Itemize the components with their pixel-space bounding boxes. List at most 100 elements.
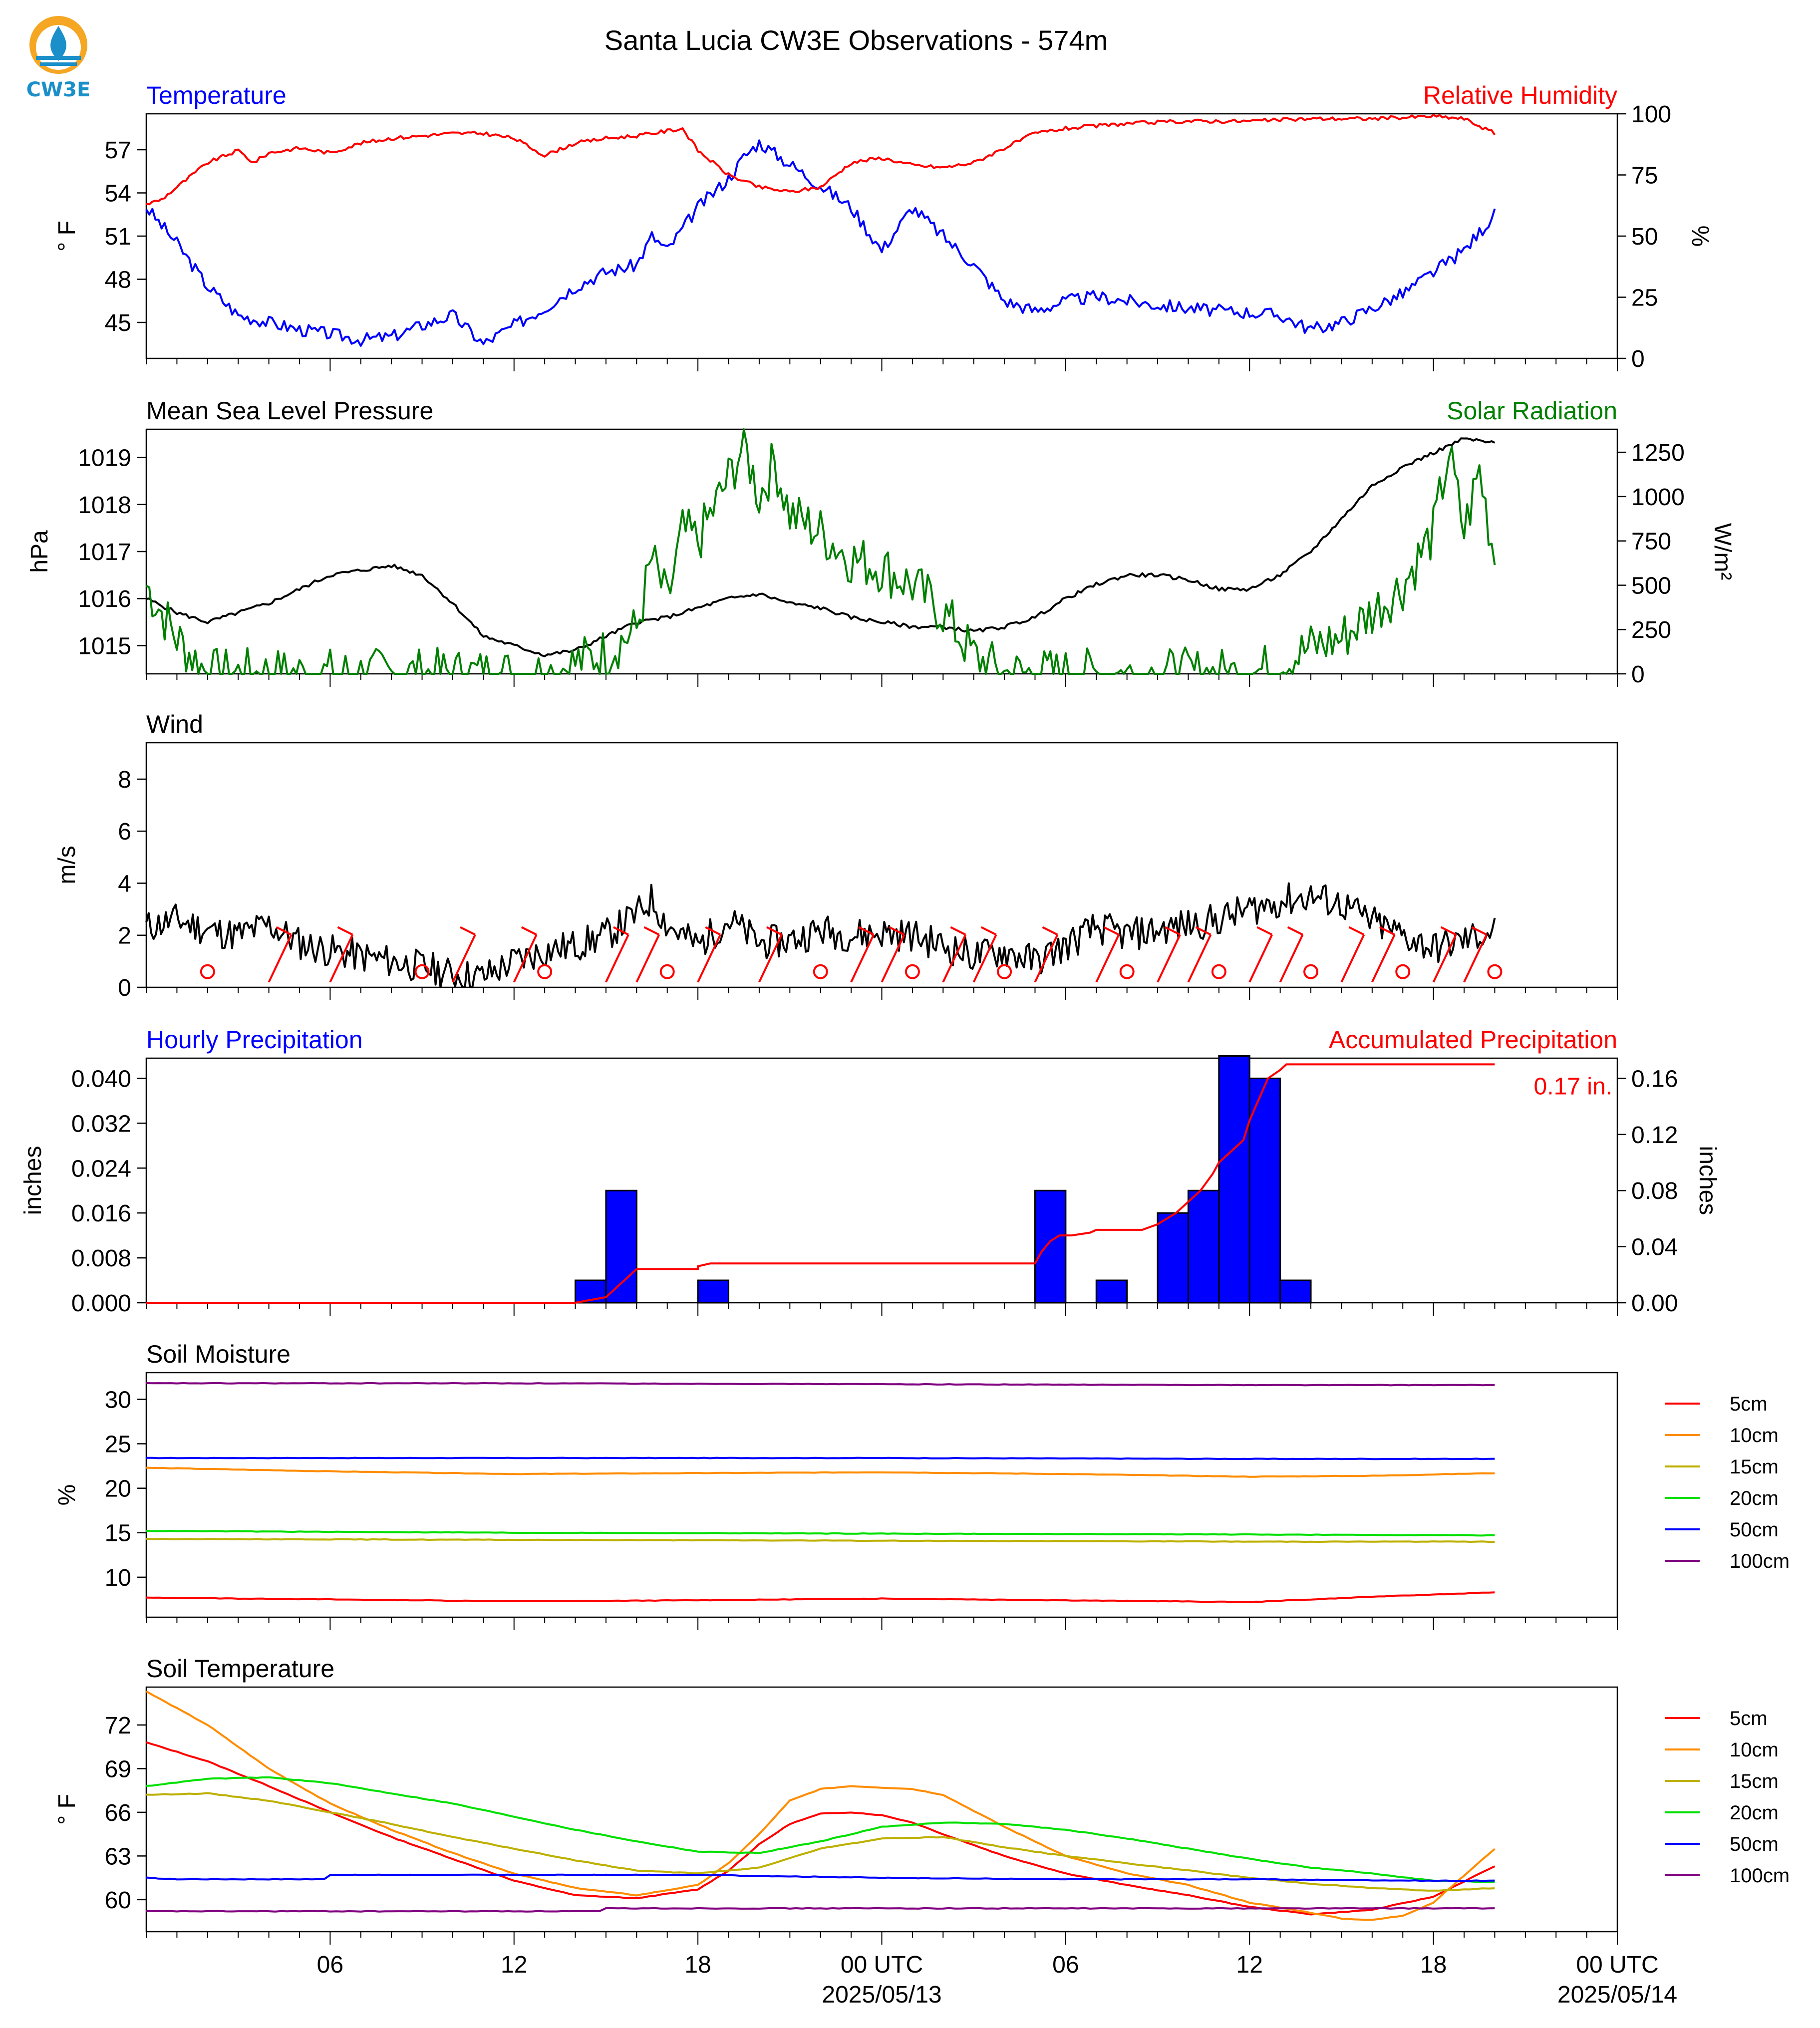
legend-label: 20cm <box>1730 1802 1779 1824</box>
wind-barb <box>1279 934 1304 983</box>
chart-title: Santa Lucia CW3E Observations - 574m <box>605 24 1108 56</box>
wind-barb-flag <box>521 926 537 936</box>
y-axis-label-left: ° F <box>54 1794 80 1825</box>
y-tick-label-left: 1019 <box>78 445 131 472</box>
panel-title-left: Wind <box>146 710 203 738</box>
soil-series-20cm <box>146 1776 1495 1883</box>
plot-frame <box>145 1057 1618 1304</box>
precip-bar <box>1034 1189 1067 1304</box>
wind-barb <box>942 934 967 983</box>
panel-title-right: Accumulated Precipitation <box>1329 1026 1617 1054</box>
y-tick-label-right: 1250 <box>1631 440 1685 466</box>
legend-label: 20cm <box>1730 1487 1779 1509</box>
y-tick-label-left: 10 <box>105 1565 131 1591</box>
precip-bar <box>697 1279 730 1304</box>
y-tick-label-right: 500 <box>1631 573 1671 599</box>
x-tick-label: 12 <box>501 1952 527 1978</box>
wind-barb-flag <box>613 926 629 936</box>
y-tick-label-left: 0.016 <box>71 1200 131 1227</box>
y-tick-label-left: 48 <box>105 267 131 293</box>
soil-series-100cm <box>146 1907 1495 1913</box>
y-tick-label-left: 0.032 <box>71 1111 131 1137</box>
panel-precip: Hourly Precipitation Accumulated Precipit… <box>20 1026 1721 1317</box>
x-tick-label: 06 <box>1052 1952 1079 1978</box>
y-tick-label-right: 0 <box>1631 661 1645 688</box>
panel-title-right: Solar Radiation <box>1447 397 1617 425</box>
y-tick-label-left: 54 <box>105 181 131 207</box>
wind-calm-circle <box>1303 964 1319 979</box>
wind-barb-flag <box>337 926 353 936</box>
series-line-0 <box>146 437 1496 657</box>
y-tick-label-left: 25 <box>105 1432 131 1458</box>
y-tick-label-right: 0 <box>1631 346 1645 372</box>
legend-label: 50cm <box>1730 1833 1779 1855</box>
y-tick-label-left: 72 <box>105 1713 131 1739</box>
y-tick-label-right: 250 <box>1631 617 1671 643</box>
cw3e-logo: CW3E <box>26 16 91 101</box>
y-tick-label-right: 0.12 <box>1631 1122 1678 1149</box>
x-tick-label: 06 <box>317 1952 343 1978</box>
wind-barb-flag <box>1471 926 1487 936</box>
wind-calm-circle <box>200 964 215 979</box>
y-tick-label-right: 100 <box>1631 101 1671 128</box>
panel-title-left: Mean Sea Level Pressure <box>146 397 433 425</box>
y-tick-label-left: 30 <box>105 1387 131 1413</box>
wind-calm-circle <box>659 964 675 979</box>
wind-barb-flag <box>858 926 874 936</box>
wind-barb-flag <box>705 926 721 936</box>
wind-barb <box>452 934 476 983</box>
legend-label: 5cm <box>1730 1393 1768 1415</box>
y-tick-label-left: 20 <box>105 1476 131 1502</box>
y-tick-label-left: 66 <box>105 1800 131 1826</box>
wind-barb-flag <box>1256 926 1273 936</box>
wind-barb <box>1157 934 1181 983</box>
wind-calm-circle <box>905 964 920 979</box>
y-tick-label-right: 0.16 <box>1631 1066 1678 1092</box>
y-axis-label-left: inches <box>20 1146 46 1215</box>
panel-temp_rh: Temperature Relative Humidity 45 48 51 54 57 ° … <box>54 81 1713 372</box>
soil-series-10cm <box>145 1690 1496 1921</box>
y-axis-label-left: hPa <box>26 530 53 573</box>
wind-barb <box>1371 934 1396 983</box>
x-tick-label: 18 <box>684 1952 711 1978</box>
wind-calm-circle <box>537 964 553 979</box>
precip-bar <box>1248 1077 1281 1304</box>
accumulated-total-label: 0.17 in. <box>1534 1073 1612 1100</box>
soil-series-100cm <box>146 1382 1495 1387</box>
soil-series-15cm <box>146 1537 1495 1543</box>
y-tick-label-left: 51 <box>105 224 131 250</box>
wind-barb <box>513 934 538 983</box>
wind-barb <box>1432 934 1457 983</box>
y-axis-label-right: W/m² <box>1709 523 1736 580</box>
logo-text: CW3E <box>26 78 91 101</box>
wind-calm-circle <box>1119 964 1135 979</box>
wind-speed-line <box>145 882 1496 988</box>
y-tick-label-left: 4 <box>118 870 131 897</box>
x-date-label: 2025/05/13 <box>822 1982 941 2008</box>
wind-barb-flag <box>276 926 292 936</box>
y-tick-label-right: 750 <box>1631 529 1671 555</box>
panel-title-left: Soil Moisture <box>146 1340 291 1368</box>
legend-label: 10cm <box>1730 1425 1779 1447</box>
y-tick-label-left: 0.040 <box>71 1066 131 1092</box>
wind-barb-flag <box>643 926 660 936</box>
y-tick-label-right: 75 <box>1631 163 1658 189</box>
y-tick-label-left: 15 <box>105 1520 131 1547</box>
panel-wind: Wind 0 2 4 6 8 m/s <box>54 710 1618 1001</box>
y-tick-label-left: 0.008 <box>71 1245 131 1272</box>
wind-barb-flag <box>766 926 782 936</box>
soil-series-10cm <box>146 1466 1495 1478</box>
wind-barb-flag <box>950 926 966 936</box>
wind-barb-flag <box>889 926 905 936</box>
y-tick-label-left: 69 <box>105 1756 131 1782</box>
wind-barb <box>635 934 660 983</box>
y-axis-label-left: ° F <box>54 221 80 252</box>
x-tick-label: 12 <box>1236 1952 1263 1978</box>
precip-bar <box>1187 1189 1220 1304</box>
wind-barb <box>1463 934 1488 983</box>
legend-label: 5cm <box>1730 1708 1768 1730</box>
wind-barb-flag <box>1440 926 1457 936</box>
wind-barb-flag <box>1165 926 1181 936</box>
wind-calm-circle <box>1487 964 1503 979</box>
panel-title-left: Temperature <box>146 81 287 109</box>
